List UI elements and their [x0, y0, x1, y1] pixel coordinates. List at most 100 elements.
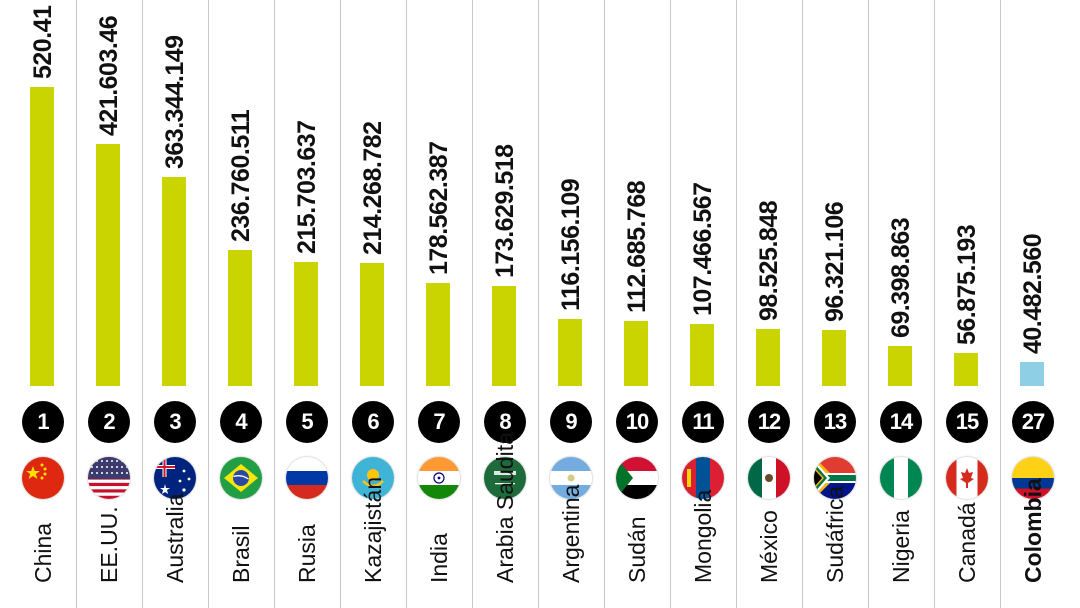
country-column: 215.703.637 5 Rusia	[274, 0, 340, 608]
column-separator	[736, 0, 737, 608]
russia-flag-icon	[286, 457, 328, 499]
brazil-flag-icon	[220, 457, 262, 499]
rank-badge: 14	[880, 401, 922, 443]
mongolia-flag-icon	[682, 457, 724, 499]
value-label: 112.685.768	[623, 180, 651, 313]
country-name: EE.UU.	[96, 506, 122, 583]
rank-badge: 4	[220, 401, 262, 443]
bar	[954, 353, 978, 386]
value-label: 40.482.560	[1019, 233, 1047, 354]
country-column: 56.875.193 15 Canadá	[934, 0, 1000, 608]
column-separator	[208, 0, 209, 608]
rank-badge: 9	[550, 401, 592, 443]
bar	[96, 144, 120, 386]
country-column: 178.562.387 7 India	[406, 0, 472, 608]
china-flag-icon	[22, 457, 64, 499]
rank-badge: 2	[88, 401, 130, 443]
column-separator	[670, 0, 671, 608]
bar	[162, 177, 186, 386]
southafrica-flag-icon	[814, 457, 856, 499]
rank-badge: 1	[22, 401, 64, 443]
column-separator	[1000, 0, 1001, 608]
country-column: 520.41 1 China	[10, 0, 76, 608]
country-name: Canadá	[954, 502, 980, 583]
mexico-flag-icon	[748, 457, 790, 499]
value-label: 214.268.782	[359, 121, 387, 255]
kazakhstan-flag-icon	[352, 457, 394, 499]
value-label: 173.629.518	[491, 144, 519, 278]
country-column: 112.685.768 10 Sudán	[604, 0, 670, 608]
nigeria-flag-icon	[880, 457, 922, 499]
column-separator	[142, 0, 143, 608]
country-column: 107.466.567 11 Mongolia	[670, 0, 736, 608]
bar	[228, 250, 252, 386]
rank-badge: 11	[682, 401, 724, 443]
value-label: 363.344.149	[161, 35, 189, 169]
value-label: 69.398.863	[887, 217, 915, 338]
usa-flag-icon	[88, 457, 130, 499]
colombia-flag-icon	[1012, 457, 1054, 499]
country-name: Argentina	[558, 484, 584, 583]
sudan-flag-icon	[616, 457, 658, 499]
rank-badge: 15	[946, 401, 988, 443]
rank-badge: 10	[616, 401, 658, 443]
column-separator	[76, 0, 77, 608]
country-column: 98.525.848 12 México	[736, 0, 802, 608]
rank-badge: 13	[814, 401, 856, 443]
saudi-flag-icon	[484, 457, 526, 499]
country-column: 363.344.149 3 Australia	[142, 0, 208, 608]
column-separator	[340, 0, 341, 608]
country-column: 69.398.863 14 Nigeria	[868, 0, 934, 608]
country-name: India	[426, 533, 452, 583]
value-label: 98.525.848	[755, 200, 783, 321]
bar	[690, 324, 714, 386]
column-separator	[802, 0, 803, 608]
rank-badge: 27	[1012, 401, 1054, 443]
value-label: 421.603.46	[95, 15, 123, 136]
column-separator	[604, 0, 605, 608]
bar	[30, 87, 54, 386]
india-flag-icon	[418, 457, 460, 499]
canada-flag-icon	[946, 457, 988, 499]
bar	[294, 262, 318, 386]
country-name: Sudán	[624, 516, 650, 583]
bar	[360, 263, 384, 386]
country-column: 421.603.46 2 EE.UU.	[76, 0, 142, 608]
country-column: 40.482.560 27 Colombia	[1000, 0, 1066, 608]
argentina-flag-icon	[550, 457, 592, 499]
rank-badge: 3	[154, 401, 196, 443]
country-name: Colombia	[1020, 478, 1046, 583]
bar	[492, 286, 516, 386]
column-separator	[274, 0, 275, 608]
rank-badge: 6	[352, 401, 394, 443]
rank-badge: 8	[484, 401, 526, 443]
country-name: Brasil	[228, 525, 254, 583]
bar	[1020, 362, 1044, 386]
country-name: Mongolia	[690, 489, 716, 583]
country-name: Australia	[162, 493, 188, 583]
value-label: 56.875.193	[953, 224, 981, 345]
column-separator	[472, 0, 473, 608]
column-separator	[538, 0, 539, 608]
country-name: China	[30, 522, 56, 583]
country-column: 214.268.782 6 Kazajistán	[340, 0, 406, 608]
rank-badge: 5	[286, 401, 328, 443]
country-name: México	[756, 510, 782, 583]
australia-flag-icon	[154, 457, 196, 499]
bar	[558, 319, 582, 386]
value-label: 116.156.109	[557, 178, 585, 311]
value-label: 107.466.567	[689, 182, 717, 316]
value-label: 236.760.511	[227, 109, 255, 242]
column-separator	[934, 0, 935, 608]
country-name: Arabia Saudita	[492, 432, 518, 583]
bar	[426, 283, 450, 386]
value-label: 520.41	[29, 5, 57, 79]
country-name: Sudáfrica	[822, 485, 848, 583]
rank-badge: 12	[748, 401, 790, 443]
country-name: Nigeria	[888, 510, 914, 583]
country-column: 173.629.518 8 Arabia Saudita	[472, 0, 538, 608]
value-label: 96.321.106	[821, 201, 849, 322]
bar	[888, 346, 912, 386]
country-name: Kazajistán	[360, 476, 386, 583]
